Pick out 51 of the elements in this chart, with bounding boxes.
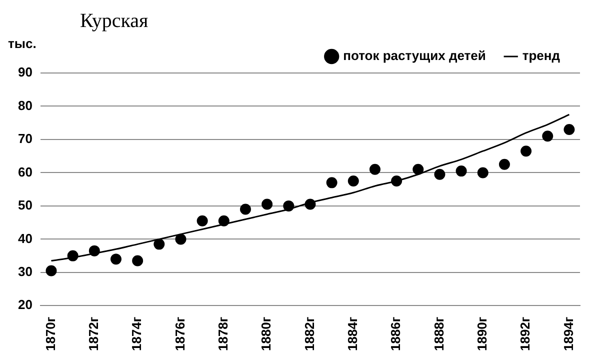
y-tick-label: 70	[18, 131, 32, 146]
x-tick-label: 1884г	[344, 316, 360, 352]
x-tick-label: 1870г	[42, 316, 58, 352]
point	[498, 158, 510, 170]
point	[412, 164, 424, 175]
y-tick-label: 90	[18, 64, 32, 80]
point	[175, 234, 186, 245]
point	[218, 215, 230, 226]
point	[520, 146, 532, 157]
point	[283, 200, 294, 212]
point	[67, 250, 78, 262]
point	[132, 255, 144, 266]
point	[262, 198, 273, 210]
x-tick-label: 1882г	[302, 316, 317, 352]
x-tick-label: 1876г	[172, 316, 188, 352]
y-tick-label: 80	[18, 98, 32, 113]
point	[542, 130, 554, 142]
point	[240, 204, 251, 215]
x-tick-label: 1872г	[86, 316, 101, 352]
chart-title: Курская	[80, 10, 148, 33]
legend-label: тренд	[522, 48, 561, 64]
point	[88, 245, 100, 256]
y-tick-label: 30	[18, 264, 32, 280]
x-tick-label: 1892г	[518, 316, 533, 352]
x-tick-label: 1874г	[129, 316, 144, 352]
x-tick-label: 1890г	[474, 316, 490, 352]
y-tick-label: 50	[18, 198, 32, 213]
x-tick-label: 1894г	[560, 316, 576, 352]
point	[456, 166, 467, 177]
point	[564, 124, 575, 136]
y-axis-title: тыс.	[8, 36, 36, 51]
y-tick-label: 40	[18, 230, 32, 246]
point	[46, 265, 57, 276]
x-tick-label: 1880г	[258, 316, 274, 352]
point	[154, 238, 165, 250]
x-tick-label: 1888г	[431, 316, 446, 352]
line-series	[50, 114, 570, 262]
y-tick-label: 60	[18, 164, 32, 180]
point	[369, 164, 380, 175]
point	[477, 167, 488, 178]
legend-label: поток растущих детей	[343, 48, 486, 64]
point	[110, 254, 122, 265]
point	[326, 177, 338, 188]
x-tick-label: 1878г	[215, 316, 230, 352]
point	[348, 176, 359, 187]
x-tick-label: 1886г	[388, 316, 404, 352]
point	[434, 168, 446, 180]
point	[304, 198, 316, 210]
point	[391, 176, 402, 187]
point	[196, 215, 208, 226]
y-tick-label: 20	[18, 297, 32, 312]
